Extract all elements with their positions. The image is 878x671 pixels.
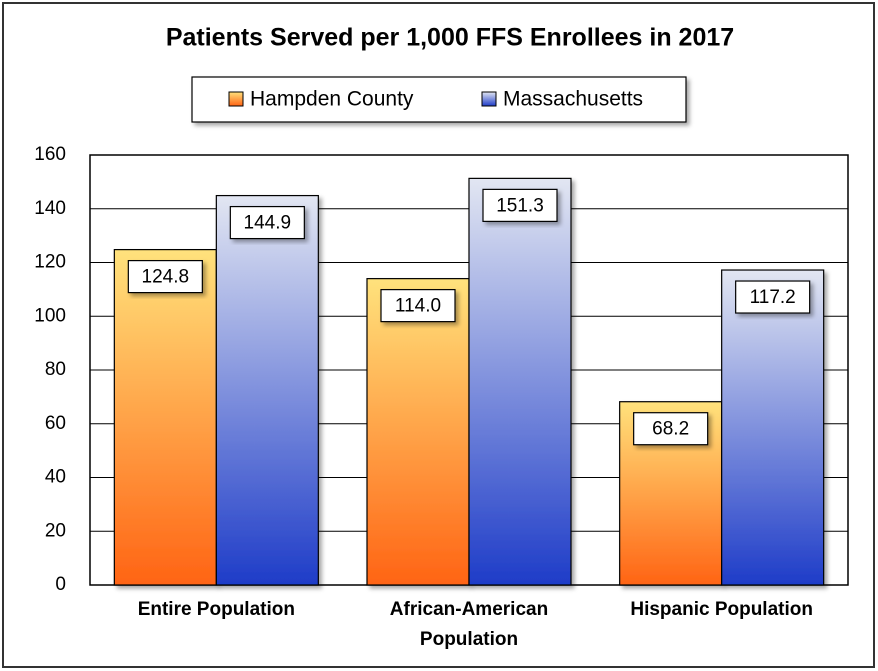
y-tick-label: 40 xyxy=(45,467,66,488)
y-tick-label: 80 xyxy=(45,359,66,380)
data-label: 68.2 xyxy=(652,419,689,440)
legend-marker xyxy=(228,91,244,107)
data-label-box xyxy=(229,205,305,240)
bars: 124.8 144.9 114.0 151.3 68.2 117.2 xyxy=(113,177,825,586)
bar xyxy=(113,249,217,586)
x-tick-label: Entire Population xyxy=(137,599,295,620)
legend-box xyxy=(191,76,687,123)
data-label: 117.2 xyxy=(750,287,796,308)
bar xyxy=(215,194,319,586)
data-label-box xyxy=(633,412,709,446)
bar xyxy=(468,177,572,586)
y-tick-label: 140 xyxy=(34,198,66,219)
bar xyxy=(366,278,470,586)
chart-title: Patients Served per 1,000 FFS Enrollees … xyxy=(166,24,734,52)
data-label: 144.9 xyxy=(244,213,292,234)
legend-marker xyxy=(481,91,497,107)
legend-label: Massachusetts xyxy=(503,88,643,111)
y-tick-label: 160 xyxy=(34,144,66,165)
data-label: 124.8 xyxy=(142,267,190,288)
y-tick-label: 120 xyxy=(34,252,66,273)
data-label: 151.3 xyxy=(496,195,544,216)
data-label-box xyxy=(380,289,456,323)
data-label-box xyxy=(127,260,203,294)
x-tick-label: Hispanic Population xyxy=(630,599,813,620)
y-tick-label: 0 xyxy=(55,574,66,595)
y-tick-label: 20 xyxy=(45,520,66,541)
legend: Hampden County Massachusetts xyxy=(191,76,687,123)
data-label-box xyxy=(482,188,558,222)
data-label: 114.0 xyxy=(395,296,441,317)
y-tick-label: 60 xyxy=(45,413,66,434)
y-tick-label: 100 xyxy=(34,305,66,326)
data-label-box xyxy=(735,280,811,314)
bar xyxy=(721,269,825,586)
x-tick-label: African-American Population xyxy=(389,599,549,650)
legend-label: Hampden County xyxy=(250,88,414,111)
